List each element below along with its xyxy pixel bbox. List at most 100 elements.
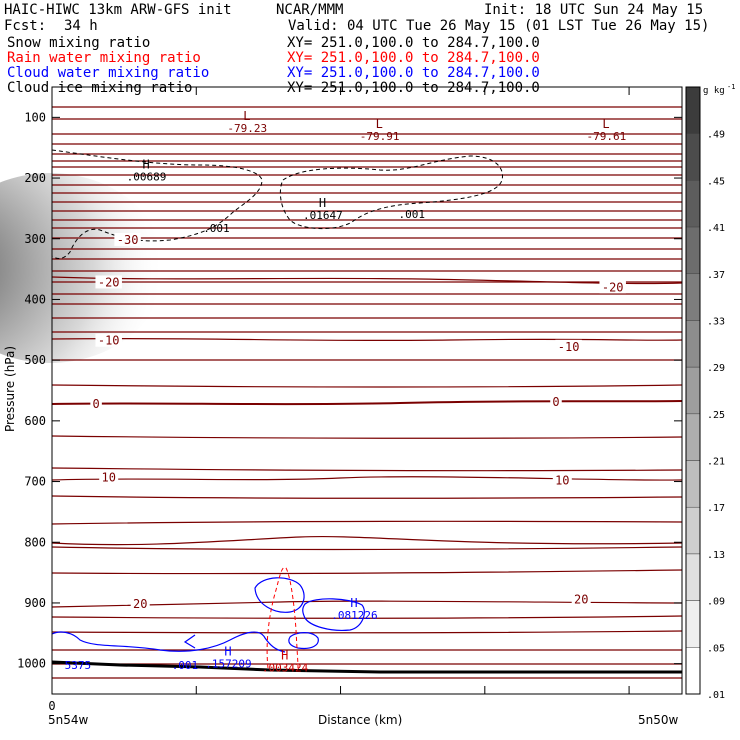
colorbar-tick-label: .29 [707, 363, 725, 374]
isotherm-line [51, 400, 683, 406]
isotherm-label-bg [550, 395, 562, 409]
colorbar-tick-label: .21 [707, 457, 725, 468]
isotherm-lines [51, 106, 683, 679]
plot-frame [51, 86, 683, 695]
init-time: Init: 18 UTC Sun 24 May 15 [484, 2, 704, 18]
isotherm-label-bg [114, 232, 141, 246]
isotherm-line [51, 520, 683, 525]
cloud-ice-contours [51, 149, 504, 259]
isotherm-line [51, 648, 683, 651]
colorbar-segment [685, 600, 701, 648]
colorbar-tick-label: .37 [707, 270, 725, 281]
extremum-symbol: L [376, 117, 383, 131]
isotherm-line [51, 476, 683, 481]
isotherm-label-bg [555, 339, 582, 353]
isotherm-label: 0 [552, 395, 559, 409]
y-axis-title: Pressure (hPa) [3, 345, 17, 433]
isotherm-label: 20 [574, 592, 588, 606]
colorbar-segment [685, 647, 701, 695]
terrain-line [51, 660, 682, 674]
isotherm-label-bg [552, 473, 572, 487]
y-tick-label: 900 [24, 596, 46, 610]
extremum-symbol: H [281, 649, 288, 663]
x-axis: 0 [48, 87, 630, 713]
x-tick-label: 0 [48, 699, 55, 713]
y-tick-label: 300 [24, 232, 46, 246]
extremum-symbol: H [143, 158, 150, 172]
field-xy-rain: XY= 251.0,100.0 to 284.7,100.0 [287, 50, 540, 66]
colorbar-tick-label: .01 [707, 690, 725, 701]
extremum-value: .081226 [331, 609, 377, 622]
extremum-symbol: H [224, 644, 231, 658]
x-axis-title: Distance (km) [318, 713, 403, 727]
colorbar-tick-label: .45 [707, 176, 725, 187]
y-tick-label: 200 [24, 171, 46, 185]
y-tick-label: 100 [24, 110, 46, 124]
isotherm-label: -20 [98, 275, 120, 289]
isotherm-line [51, 337, 683, 342]
colorbar-segment [685, 86, 701, 134]
colorbar-segment [685, 133, 701, 181]
contour-label: .001 [203, 222, 230, 235]
isotherm-line [51, 615, 683, 619]
extremum-value: -79.61 [587, 130, 627, 143]
contour-label: .001 [172, 659, 199, 672]
cloud-water-contour [183, 634, 196, 649]
isotherm-label-bg [130, 597, 150, 611]
y-tick-label: 600 [24, 414, 46, 428]
field-name-cloudice: Cloud ice mixing ratio [7, 80, 193, 96]
colorbar-segment [685, 413, 701, 461]
colorbar-segment [685, 226, 701, 275]
colorbar-tick-label: .05 [707, 643, 725, 654]
isotherm-label-bg [99, 470, 119, 484]
contour-label: .001 [399, 208, 426, 221]
field-xy-snow: XY= 251.0,100.0 to 284.7,100.0 [287, 35, 540, 51]
isotherm-line [51, 535, 683, 546]
colorbar-segment [685, 506, 701, 555]
rain-water-contours [266, 566, 299, 669]
extremum-value: .003424 [262, 662, 309, 675]
field-name-rain: Rain water mixing ratio [7, 50, 201, 66]
colorbar: .49 .45 .41 .37 .33 .29 .25 .21 .17 .13 .09 .05 .01 g… [685, 83, 735, 701]
extremum-value: -79.91 [360, 130, 400, 143]
cloud-water-contour [302, 598, 365, 631]
isotherm-label-bg [571, 592, 591, 606]
isotherm-label: -20 [602, 280, 624, 294]
field-xy-cloudwater: XY= 251.0,100.0 to 284.7,100.0 [287, 65, 540, 81]
model-title: HAIC-HIWC 13km ARW-GFS init [4, 2, 232, 18]
colorbar-segment [685, 320, 701, 368]
contour-label: 5375 [65, 659, 92, 672]
isotherm-label: -10 [98, 334, 120, 348]
colorbar-tick-label: .09 [707, 597, 725, 608]
y-tick-label: 700 [24, 475, 46, 489]
isotherm-label: 0 [92, 397, 99, 411]
colorbar-unit-exponent: -1 [727, 83, 735, 91]
colorbar-tick-label: .41 [707, 223, 725, 234]
colorbar-tick-label: .25 [707, 410, 725, 421]
colorbar-segment [685, 460, 701, 508]
field-name-snow: Snow mixing ratio [7, 35, 151, 51]
rain-water-contour [266, 566, 299, 669]
cloud-ice-contour-west [51, 149, 263, 259]
colorbar-tick-label: .33 [707, 316, 725, 327]
field-xy-cloudice: XY= 251.0,100.0 to 284.7,100.0 [287, 80, 540, 96]
isotherm-label: -10 [558, 340, 580, 354]
cloud-water-contours [51, 577, 365, 653]
isotherm-line [51, 467, 683, 472]
org-label: NCAR/MMM [276, 2, 344, 18]
extremum-symbol: H [350, 596, 357, 610]
extremum-value: .157209 [205, 657, 251, 670]
isotherm-line [51, 600, 683, 608]
y-tick-label: 800 [24, 535, 46, 549]
cloud-water-contour [288, 632, 319, 650]
isotherm-label-bg [95, 333, 122, 347]
x-axis-left-label: 5n54w [48, 713, 89, 727]
extremum-value: .00689 [127, 171, 167, 184]
isotherm-line [51, 384, 683, 388]
isotherm-line [51, 495, 683, 499]
extremum-value: -79.23 [227, 122, 267, 135]
isotherm-label: 10 [555, 473, 569, 487]
